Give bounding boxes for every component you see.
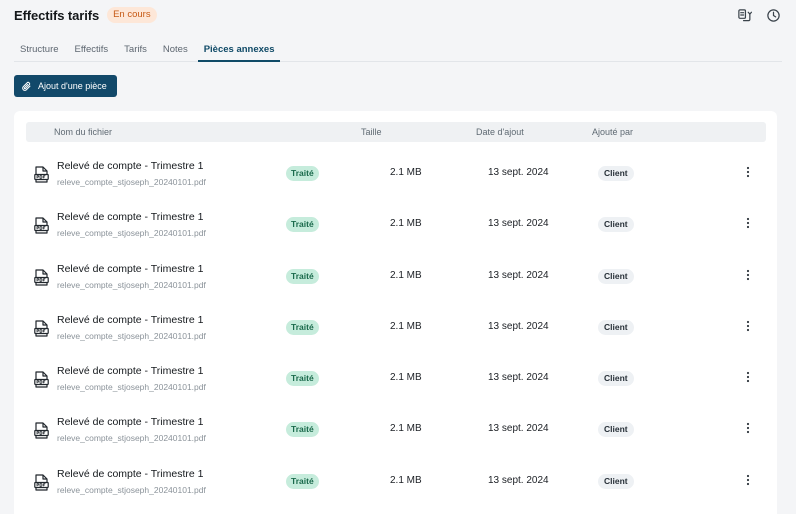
file-size: 2.1 MB: [390, 423, 422, 435]
attachments-list: Relevé de compte - Trimestre 1 releve_co…: [14, 148, 777, 507]
tab-notes[interactable]: Notes: [162, 44, 188, 55]
date-added: 13 sept. 2024: [488, 218, 549, 230]
pdf-file-icon: [34, 320, 49, 337]
tab-bar: Structure Effectifs Tarifs Notes Pièces …: [14, 40, 782, 62]
pdf-file-icon: [34, 422, 49, 440]
table-row[interactable]: Relevé de compte - Trimestre 1 releve_co…: [14, 404, 777, 455]
table-row[interactable]: Relevé de compte - Trimestre 1 releve_co…: [14, 148, 777, 199]
added-by-badge: Client: [598, 422, 634, 438]
header-actions: [736, 7, 782, 24]
tab-structure[interactable]: Structure: [20, 44, 59, 55]
more-options-icon[interactable]: [743, 473, 753, 489]
file-title: Relevé de compte - Trimestre 1: [57, 467, 204, 480]
file-title: Relevé de compte - Trimestre 1: [57, 211, 204, 224]
table-row[interactable]: Relevé de compte - Trimestre 1 releve_co…: [14, 251, 777, 302]
more-options-icon[interactable]: [743, 319, 753, 335]
add-attachment-button[interactable]: Ajout d'une pièce: [14, 75, 117, 97]
date-added: 13 sept. 2024: [488, 320, 549, 332]
file-size: 2.1 MB: [390, 320, 422, 332]
page-header: Effectifs tarifs En cours: [14, 6, 782, 24]
column-header-added-by: Ajouté par: [592, 127, 634, 137]
file-name: releve_compte_stjoseph_20240101.pdf: [57, 382, 206, 393]
tab-pieces-annexes[interactable]: Pièces annexes: [197, 40, 281, 62]
more-options-icon[interactable]: [743, 268, 753, 284]
table-header: Nom du fichier Taille Date d'ajout Ajout…: [26, 122, 766, 142]
table-row[interactable]: Relevé de compte - Trimestre 1 releve_co…: [14, 353, 777, 404]
history-clock-icon[interactable]: [765, 7, 782, 24]
added-by-badge: Client: [598, 166, 634, 181]
pdf-file-icon: [34, 474, 49, 491]
date-added: 13 sept. 2024: [488, 474, 549, 486]
processed-badge: Traité: [286, 371, 319, 387]
added-by-badge: Client: [598, 217, 634, 233]
column-header-size: Taille: [361, 127, 382, 137]
file-title: Relevé de compte - Trimestre 1: [57, 262, 204, 275]
processed-badge: Traité: [286, 166, 319, 181]
file-size: 2.1 MB: [390, 474, 422, 486]
added-by-badge: Client: [598, 473, 634, 489]
more-options-icon[interactable]: [743, 165, 753, 181]
file-title: Relevé de compte - Trimestre 1: [57, 416, 204, 429]
file-name: releve_compte_stjoseph_20240101.pdf: [57, 228, 206, 239]
file-name: releve_compte_stjoseph_20240101.pdf: [57, 177, 206, 187]
file-size: 2.1 MB: [390, 167, 422, 178]
table-row[interactable]: Relevé de compte - Trimestre 1 releve_co…: [14, 456, 777, 507]
file-title: Relevé de compte - Trimestre 1: [57, 313, 204, 326]
date-added: 13 sept. 2024: [488, 167, 549, 178]
processed-badge: Traité: [286, 422, 319, 438]
pdf-file-icon: [34, 371, 49, 388]
column-header-filename: Nom du fichier: [54, 127, 113, 137]
file-title: Relevé de compte - Trimestre 1: [57, 160, 204, 172]
date-added: 13 sept. 2024: [488, 423, 549, 435]
pdf-file-icon: [34, 268, 49, 286]
processed-badge: Traité: [286, 319, 319, 335]
attachments-card: Nom du fichier Taille Date d'ajout Ajout…: [14, 111, 777, 514]
file-name: releve_compte_stjoseph_20240101.pdf: [57, 484, 206, 495]
file-size: 2.1 MB: [390, 372, 422, 384]
document-swap-icon[interactable]: [736, 7, 753, 24]
processed-badge: Traité: [286, 217, 319, 233]
file-name: releve_compte_stjoseph_20240101.pdf: [57, 433, 206, 444]
table-row[interactable]: Relevé de compte - Trimestre 1 releve_co…: [14, 302, 777, 353]
added-by-badge: Client: [598, 371, 634, 387]
added-by-badge: Client: [598, 319, 634, 335]
date-added: 13 sept. 2024: [488, 372, 549, 384]
column-header-date: Date d'ajout: [476, 127, 524, 137]
more-options-icon[interactable]: [743, 370, 753, 386]
status-badge: En cours: [107, 7, 157, 23]
more-options-icon[interactable]: [743, 421, 753, 437]
date-added: 13 sept. 2024: [488, 269, 549, 281]
file-title: Relevé de compte - Trimestre 1: [57, 365, 204, 378]
page-title: Effectifs tarifs: [14, 7, 100, 23]
added-by-badge: Client: [598, 268, 634, 284]
table-row[interactable]: Relevé de compte - Trimestre 1 releve_co…: [14, 199, 777, 250]
file-name: releve_compte_stjoseph_20240101.pdf: [57, 330, 206, 341]
more-options-icon[interactable]: [743, 216, 753, 232]
file-size: 2.1 MB: [390, 218, 422, 230]
file-name: releve_compte_stjoseph_20240101.pdf: [57, 279, 206, 290]
processed-badge: Traité: [286, 473, 319, 489]
processed-badge: Traité: [286, 268, 319, 284]
file-size: 2.1 MB: [390, 269, 422, 281]
paperclip-icon: [22, 81, 31, 91]
tab-effectifs[interactable]: Effectifs: [74, 44, 109, 55]
add-attachment-label: Ajout d'une pièce: [38, 81, 107, 91]
pdf-file-icon: [34, 166, 49, 183]
tab-tarifs[interactable]: Tarifs: [124, 44, 147, 55]
pdf-file-icon: [34, 217, 49, 234]
